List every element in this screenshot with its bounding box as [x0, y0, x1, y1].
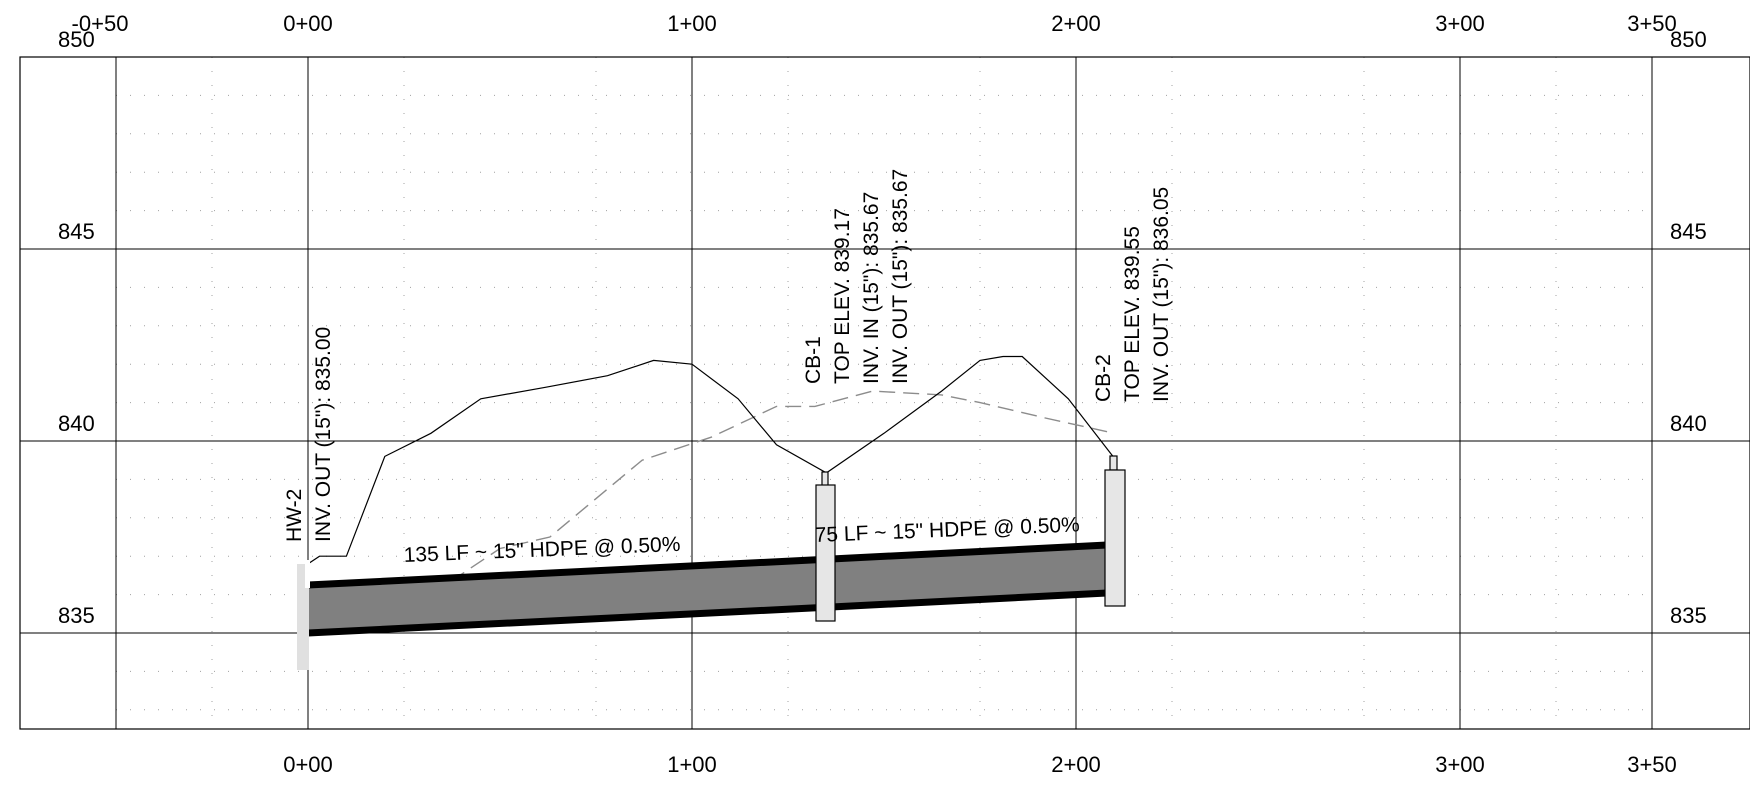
station-label-top: 3+00: [1435, 11, 1485, 36]
station-label-bottom: 3+00: [1435, 752, 1485, 777]
pipe-2-invert-line: [826, 589, 1115, 611]
elevation-label-right: 835: [1670, 603, 1707, 628]
station-label-bottom: 2+00: [1051, 752, 1101, 777]
elevation-label-left: 835: [58, 603, 95, 628]
existing-grade-line: [430, 390, 1115, 596]
cb-1-top-elev: TOP ELEV. 839.17: [831, 208, 854, 384]
cb-2-notes: CB-2 TOP ELEV. 839.55 INV. OUT (15"): 83…: [1092, 187, 1173, 402]
hw-2-notes: HW-2 INV. OUT (15"): 835.00: [283, 327, 335, 542]
station-label-top: -0+50: [72, 11, 129, 36]
elevation-label-left: 845: [58, 219, 95, 244]
hw-2-name: HW-2: [283, 489, 306, 542]
headwall-hw-2: [297, 564, 309, 670]
catch-basin-cb-1: [815, 471, 836, 622]
pipe-2-crown-line: [826, 541, 1115, 563]
proposed-grade-line: [307, 355, 1115, 565]
cb-1-invert-in: INV. IN (15"): 835.67: [860, 192, 883, 384]
minor-grid: [116, 57, 1652, 729]
station-label-top: 0+00: [283, 11, 333, 36]
station-label-bottom: 1+00: [667, 752, 717, 777]
major-grid: [20, 57, 1750, 729]
cb-1-grate: [821, 471, 829, 487]
hw-2-invert-out: INV. OUT (15"): 835.00: [312, 327, 335, 542]
cb-1-invert-out: INV. OUT (15"): 835.67: [889, 169, 912, 384]
station-label-bottom: 3+50: [1627, 752, 1677, 777]
pipe-2-label: 75 LF ~ 15" HDPE @ 0.50%: [814, 513, 1080, 547]
pipe-segment-2: [826, 544, 1115, 608]
elevation-label-left: 850: [58, 27, 95, 52]
cb-1-box: [815, 484, 836, 622]
cb-2-invert-out: INV. OUT (15"): 836.05: [1150, 187, 1173, 402]
cb-2-grate: [1109, 455, 1118, 471]
cb-2-top-elev: TOP ELEV. 839.55: [1121, 226, 1144, 402]
catch-basin-cb-2: [1104, 455, 1126, 607]
headwall-hw-2-neck: [305, 560, 310, 588]
station-label-top: 1+00: [667, 11, 717, 36]
elevation-label-right: 840: [1670, 411, 1707, 436]
cb-2-name: CB-2: [1092, 354, 1115, 402]
pipe-segment-1: [308, 559, 827, 633]
cb-1-name: CB-1: [802, 336, 825, 384]
pipe-1-label: 135 LF ~ 15" HDPE @ 0.50%: [403, 533, 681, 567]
elevation-label-right: 850: [1670, 27, 1707, 52]
station-label-bottom: 0+00: [283, 752, 333, 777]
pipe-1-crown-line: [307, 555, 827, 589]
cb-2-box: [1104, 469, 1126, 607]
profile-frame: [19, 56, 1750, 730]
pipe-1-invert-line: [307, 603, 827, 637]
cb-1-notes: CB-1 TOP ELEV. 839.17 INV. IN (15"): 835…: [802, 169, 912, 384]
station-label-top: 3+50: [1627, 11, 1677, 36]
elevation-label-left: 840: [58, 411, 95, 436]
elevation-label-right: 845: [1670, 219, 1707, 244]
station-label-top: 2+00: [1051, 11, 1101, 36]
